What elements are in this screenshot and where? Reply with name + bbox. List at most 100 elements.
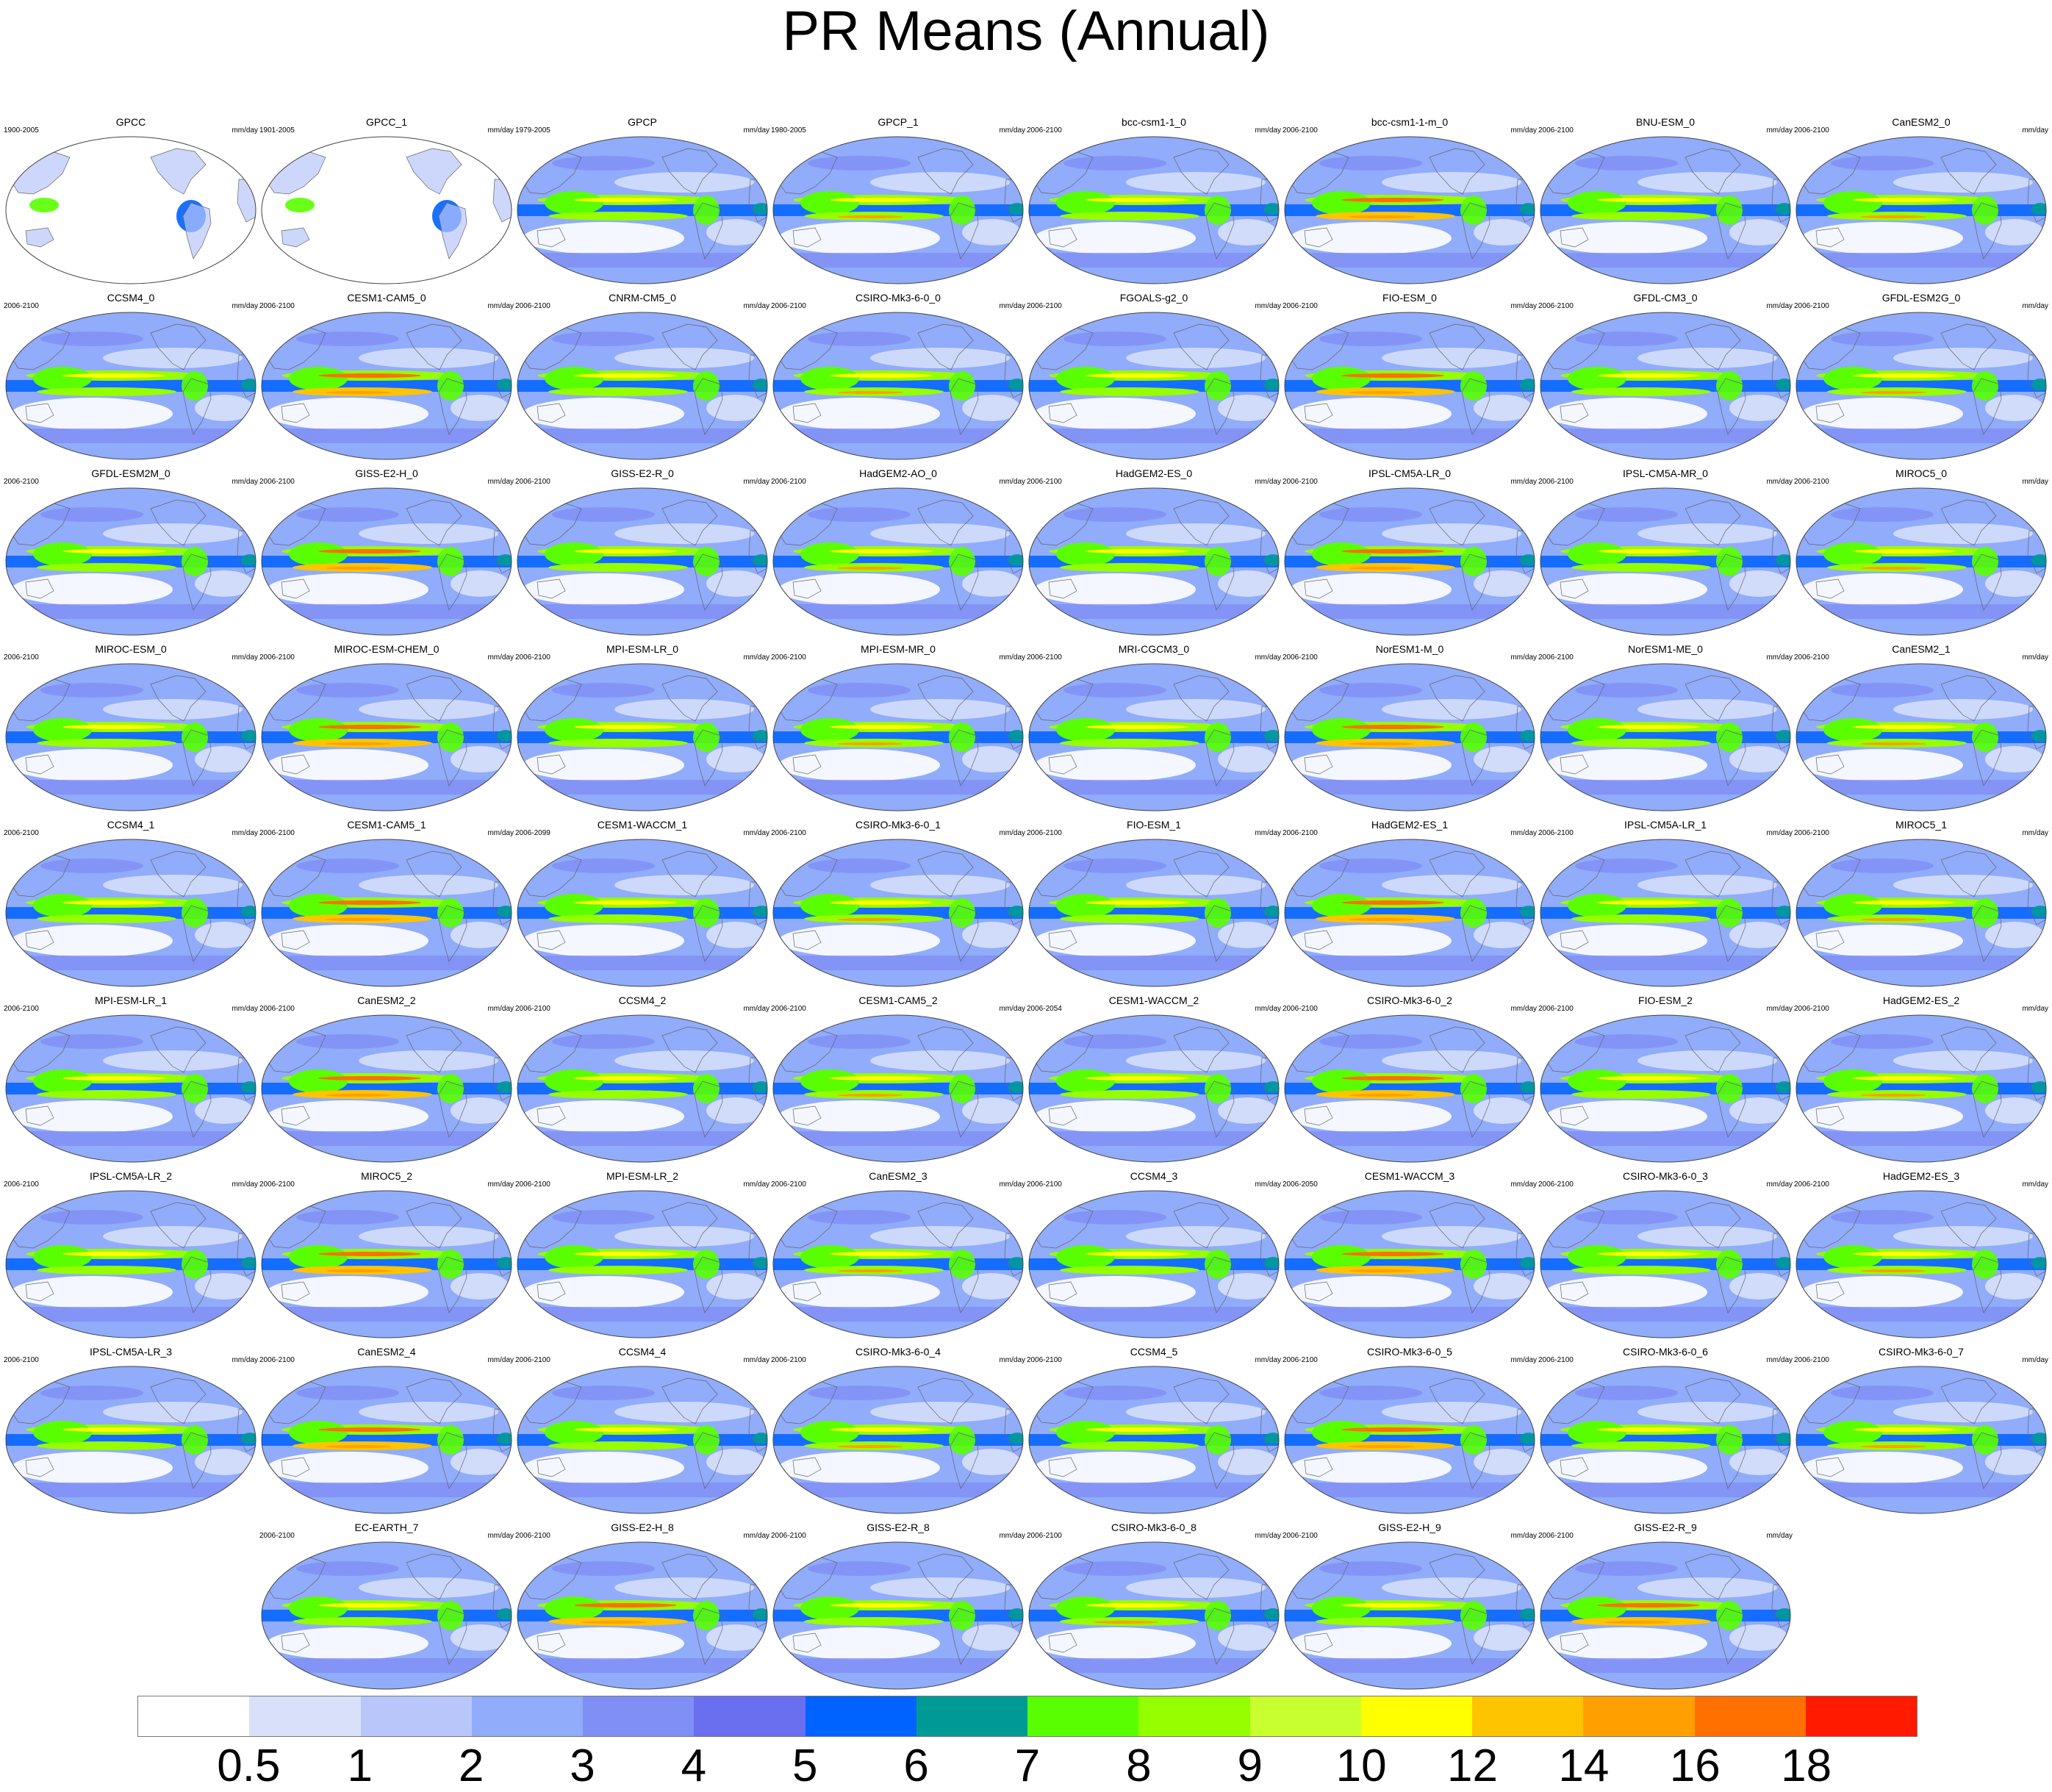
storm-track-south — [262, 1658, 512, 1673]
amazon-rain — [1205, 371, 1231, 401]
storm-track-north — [1831, 683, 1934, 698]
coastline-1 — [1973, 202, 2002, 259]
amazon-rain — [437, 547, 464, 576]
coastline-1 — [1205, 553, 1235, 611]
storm-track-south — [773, 253, 1023, 268]
coastline-1 — [1461, 1432, 1490, 1489]
panel-units: mm/day — [487, 1356, 514, 1364]
dry-zone-north — [614, 523, 754, 544]
map-panel: MIROC-ESM-CHEM_0 2006-2100 mm/day — [259, 643, 514, 812]
panel-title: GFDL-ESM2M_0 — [91, 467, 171, 479]
itcz-core — [62, 373, 165, 378]
storm-track-south — [517, 1658, 767, 1673]
storm-track-south — [262, 1307, 512, 1322]
storm-track-south — [1540, 429, 1790, 443]
map-panel: CSIRO-Mk3-6-0_8 2006-2100 mm/day — [1027, 1522, 1281, 1691]
storm-track-south — [262, 1131, 512, 1146]
warm-pool — [1056, 191, 1115, 215]
coastline-5 — [983, 493, 1005, 506]
coastline-3 — [281, 1457, 310, 1477]
coastline-3 — [1048, 1632, 1077, 1653]
storm-track-south — [1540, 253, 1790, 268]
warm-pool — [289, 1421, 348, 1444]
itcz-core — [574, 1603, 677, 1608]
map-frame — [517, 1190, 768, 1338]
coastline-1 — [1205, 729, 1235, 786]
precip-map — [1284, 663, 1535, 811]
map-panel: MIROC5_0 2006-2100 mm/day — [1794, 467, 2048, 637]
spcz-band — [37, 1441, 176, 1450]
panel-title: EC-EARTH_7 — [354, 1522, 419, 1533]
panel-years: 2006-2100 — [1538, 1005, 1574, 1013]
dry-zone-south-atlantic — [451, 922, 509, 948]
spcz-core — [1860, 215, 1926, 218]
dry-zone-north — [1126, 1577, 1266, 1598]
dry-zone-south-atlantic — [451, 1449, 509, 1475]
coastline-0 — [1429, 1202, 1485, 1249]
coastline-0 — [1173, 1377, 1230, 1424]
panel-title: CSIRO-Mk3-6-0_6 — [1623, 1346, 1708, 1358]
amazon-rain — [1972, 1074, 1998, 1103]
africa-rain — [2031, 1081, 2046, 1093]
coastline-0 — [917, 1553, 974, 1600]
storm-track-south — [1029, 780, 1279, 795]
storm-track-south — [1540, 604, 1790, 619]
amazon-rain — [1460, 723, 1487, 752]
africa-rain — [1520, 1608, 1535, 1620]
dry-zone-south-atlantic — [1985, 395, 2044, 421]
precip-map — [261, 663, 512, 811]
amazon-rain — [1205, 1074, 1231, 1103]
dry-zone-south-atlantic — [1218, 922, 1277, 948]
coastline-1 — [182, 378, 212, 435]
dry-zone-south — [1290, 1627, 1452, 1660]
dry-zone-south-atlantic — [962, 1624, 1021, 1651]
africa-rain — [1776, 203, 1790, 215]
storm-track-south — [517, 1307, 767, 1322]
warm-pool — [1823, 542, 1882, 566]
dry-zone-south — [778, 1452, 940, 1484]
dry-zone-south-atlantic — [195, 1449, 254, 1475]
coastline-1 — [1461, 553, 1490, 611]
storm-track-south — [1796, 604, 2046, 619]
precip-map — [5, 663, 256, 811]
panel-title: FGOALS-g2_0 — [1119, 292, 1188, 304]
spcz-core — [1860, 1094, 1926, 1097]
map-panel: MRI-CGCM3_0 2006-2100 mm/day — [1027, 643, 1281, 812]
coastline-0 — [1429, 1377, 1485, 1424]
warm-pool — [1823, 1421, 1882, 1444]
coastline-5 — [728, 1196, 750, 1209]
africa-rain — [1264, 1433, 1279, 1444]
coastline-3 — [792, 1281, 822, 1302]
panel-title: MPI-ESM-LR_1 — [94, 994, 168, 1006]
storm-track-north — [1831, 1386, 1934, 1400]
map-panel: CSIRO-Mk3-6-0_2 2006-2100 mm/day — [1282, 994, 1537, 1164]
warm-pool — [1056, 1245, 1115, 1269]
warm-pool — [1823, 191, 1882, 215]
map-panel: CESM1-CAM5_2 2006-2100 mm/day — [771, 994, 1025, 1164]
storm-track-south — [1796, 956, 2046, 970]
africa-rain — [1264, 1608, 1279, 1620]
panel-years: 2006-2100 — [515, 1005, 550, 1013]
spcz-band — [548, 212, 688, 221]
itcz-core — [574, 900, 677, 905]
panel-years: 2006-2100 — [1794, 478, 1829, 486]
amazon-rain — [182, 723, 208, 752]
map-frame — [5, 136, 256, 284]
itcz-core — [1341, 1076, 1444, 1080]
amazon-rain — [949, 371, 975, 401]
storm-track-south — [1029, 1307, 1279, 1322]
spcz-core — [837, 391, 903, 394]
panel-units: mm/day — [1255, 829, 1281, 837]
dry-zone-south-atlantic — [1729, 570, 1788, 597]
map-panel: GFDL-CM3_0 2006-2100 mm/day — [1538, 292, 1793, 461]
spcz-band — [37, 563, 176, 572]
dry-zone-north — [1637, 699, 1777, 720]
dry-zone-south-atlantic — [195, 395, 254, 421]
dry-zone-south-atlantic — [1985, 1097, 2044, 1124]
warm-pool — [1823, 1245, 1882, 1269]
map-panel: GISS-E2-H_8 2006-2100 mm/day — [515, 1522, 770, 1691]
panel-units: mm/day — [232, 1180, 258, 1189]
precip-map — [261, 1541, 512, 1690]
amazon-rain — [693, 723, 720, 752]
panel-title: NorESM1-M_0 — [1375, 643, 1444, 655]
